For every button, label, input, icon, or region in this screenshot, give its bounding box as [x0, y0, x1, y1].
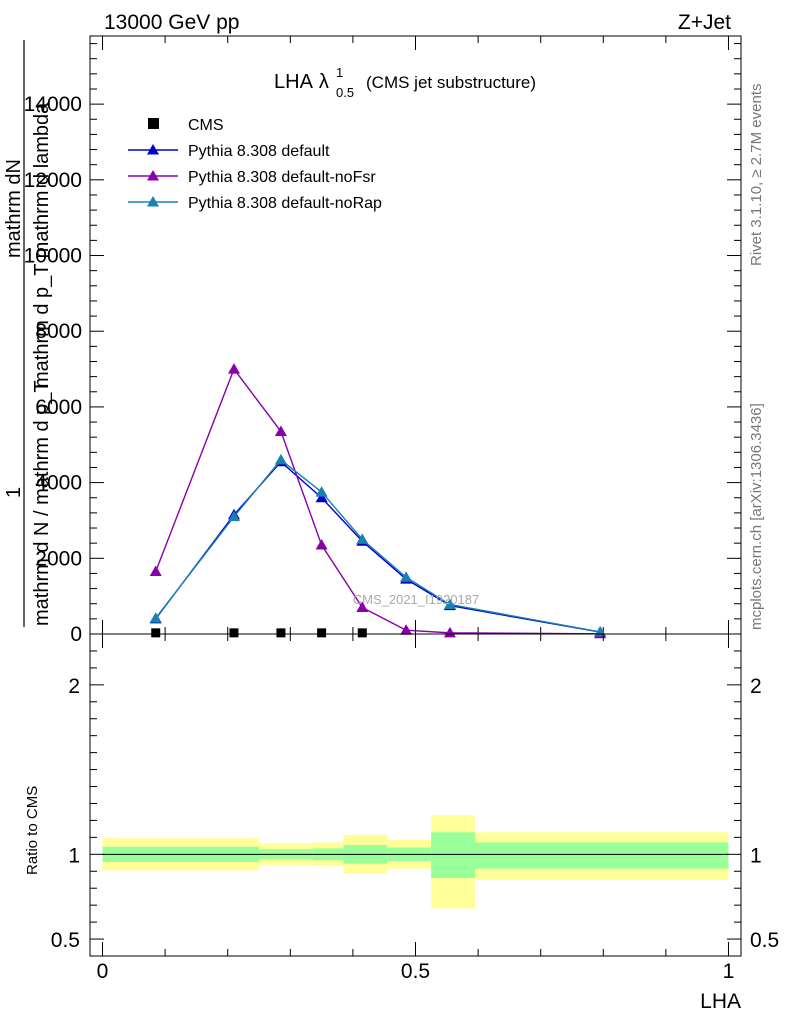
legend-label: CMS — [188, 117, 224, 134]
series-line — [155, 458, 601, 633]
data-point — [356, 533, 369, 544]
series-0 — [151, 628, 367, 638]
data-point — [443, 598, 456, 609]
title-sub: 0.5 — [336, 85, 354, 100]
series-3 — [149, 453, 607, 637]
ratio-y-label: Ratio to CMS — [24, 786, 41, 875]
title-symbol: λ — [319, 71, 329, 93]
legend-item: Pythia 8.308 default-noRap — [128, 195, 382, 212]
legend: CMS Pythia 8.308 default Pythia 8.308 defa… — [128, 117, 382, 212]
legend-item: CMS — [148, 117, 224, 134]
rivet-label: Rivet 3.1.10, ≥ 2.7M events — [748, 84, 765, 267]
header-right: Z+Jet — [678, 11, 731, 34]
watermark: CMS_2021_I1920187 — [353, 592, 480, 607]
x-tick-label: 1 — [723, 960, 735, 983]
data-point — [400, 571, 413, 582]
data-point — [151, 628, 161, 638]
header-left: 13000 GeV pp — [104, 11, 239, 34]
series-1 — [149, 455, 607, 637]
ratio-stat-band — [474, 842, 729, 869]
legend-item: Pythia 8.308 default-noFsr — [128, 169, 376, 186]
ratio-stat-band — [431, 832, 475, 879]
data-point — [443, 626, 456, 638]
data-point — [315, 491, 328, 503]
main-y-tick-label: 14000 — [24, 93, 82, 116]
legend-marker — [147, 170, 159, 181]
main-plot-panel: 0 2000 4000 6000 8000 10000 12000 14000 CMS_202… — [24, 35, 742, 646]
ylabel-one: 1 — [3, 487, 25, 498]
data-point — [317, 628, 327, 638]
series-line — [155, 367, 601, 635]
x-tick-label: 0.5 — [401, 960, 430, 983]
ratio-y-tick-label: 0.5 — [51, 929, 80, 952]
ratio-bands — [102, 815, 729, 909]
ratio-y-tick-label-right: 1 — [750, 844, 762, 867]
legend-label: Pythia 8.308 default — [188, 143, 330, 160]
legend-marker — [147, 196, 159, 207]
data-point — [315, 539, 328, 550]
title-suffix: (CMS jet substructure) — [366, 73, 536, 92]
ratio-y-tick-label: 1 — [68, 844, 80, 867]
ylabel-mid: mathrm d p_T mathrm d lambda — [31, 102, 53, 388]
title-text: LHA — [274, 71, 314, 93]
data-point — [274, 425, 287, 437]
data-point — [149, 612, 162, 623]
ratio-plot-panel: 0.5 0.51 12 2 0 0.5 1 Ratio to CMS LHA — [24, 633, 779, 1013]
data-point — [356, 601, 369, 613]
x-axis-label: LHA — [700, 990, 741, 1013]
data-point — [229, 628, 239, 638]
main-y-tick-label: 8000 — [35, 320, 82, 343]
legend-marker — [148, 118, 159, 129]
ratio-y-tick-label-right: 2 — [750, 675, 762, 698]
main-y-tick-label: 6000 — [35, 396, 82, 419]
data-point — [400, 624, 413, 635]
data-point — [276, 628, 286, 638]
main-y-tick-label: 4000 — [35, 472, 82, 495]
data-point — [274, 453, 287, 465]
legend-marker — [147, 144, 159, 155]
main-y-axis-label: mathrm dN mathrm d p_T mathrm d lambda 1… — [3, 40, 53, 627]
plot-title: LHA λ 1 0.5 (CMS jet substructure) — [274, 65, 536, 100]
ylabel-bottom: mathrm d N / mathrm d p_T — [31, 380, 53, 626]
legend-label: Pythia 8.308 default-noRap — [188, 195, 382, 212]
mcplots-label: mcplots.cern.ch [arXiv:1306.3436] — [748, 403, 765, 630]
data-point — [227, 510, 240, 522]
main-y-tick-label: 10000 — [24, 245, 82, 268]
ratio-frame — [89, 633, 742, 957]
legend-label: Pythia 8.308 default-noFsr — [188, 169, 376, 186]
legend-item: Pythia 8.308 default — [128, 143, 330, 160]
title-sup: 1 — [336, 65, 343, 80]
main-y-ticks: 0 2000 4000 6000 8000 10000 12000 14000 — [24, 43, 741, 646]
main-y-tick-label: 0 — [70, 623, 82, 646]
data-point — [227, 363, 240, 374]
main-y-tick-label: 12000 — [24, 169, 82, 192]
data-point — [357, 628, 367, 638]
x-tick-label: 0 — [97, 960, 109, 983]
ylabel-top: mathrm dN — [3, 159, 25, 258]
ratio-y-tick-label-right: 0.5 — [750, 929, 779, 952]
ratio-y-tick-label: 2 — [68, 675, 80, 698]
ratio-y-ticks: 0.5 0.5 1 1 2 2 — [51, 650, 779, 952]
main-y-tick-label: 2000 — [35, 547, 82, 570]
data-point — [149, 565, 162, 577]
series-line — [155, 460, 601, 633]
ratio-x-ticks: 0 0.5 1 — [97, 634, 735, 983]
data-point — [315, 486, 328, 497]
main-x-ticks — [102, 36, 729, 634]
